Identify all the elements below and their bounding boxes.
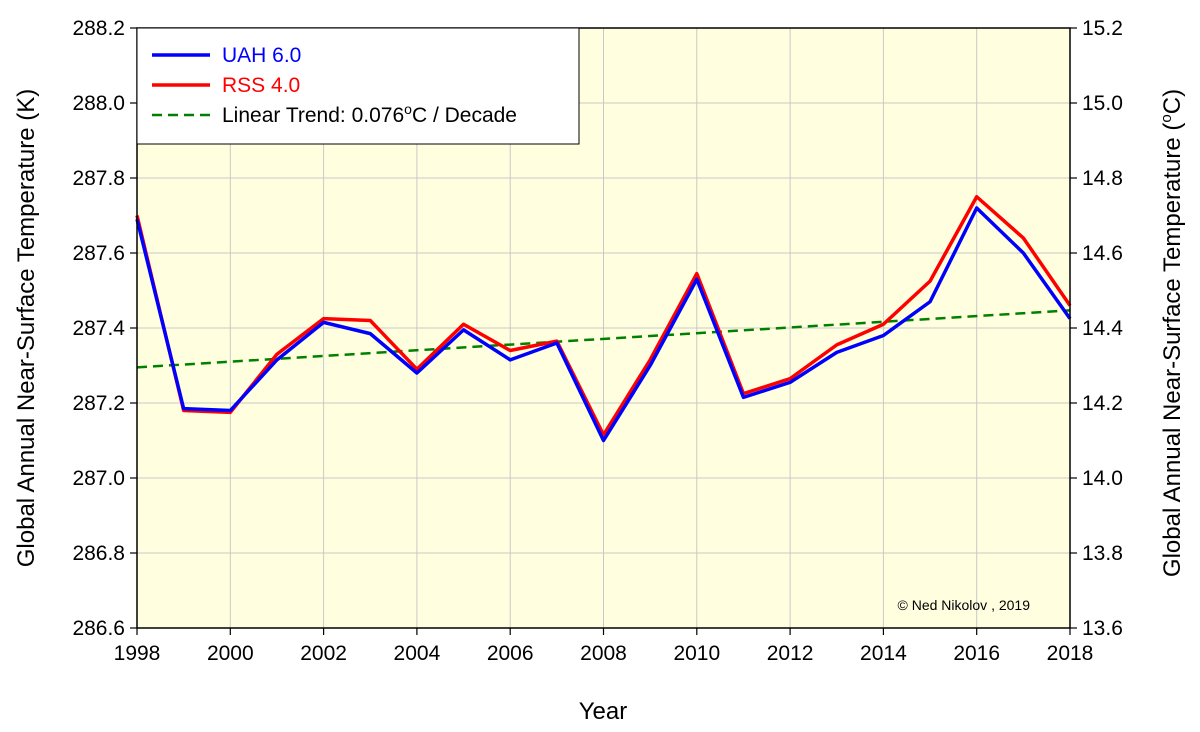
trend-line xyxy=(136,309,1071,369)
y-left-tick-label-5: 287.6 xyxy=(72,242,125,265)
y-right-tick-label-5: 14.6 xyxy=(1082,242,1123,265)
y-right-tick-label-2: 14.0 xyxy=(1082,467,1123,490)
series-line-rss-4-0 xyxy=(135,195,1072,437)
x-tick-label-8: 2014 xyxy=(860,642,907,665)
y-right-tick-label-7: 15.0 xyxy=(1082,92,1123,115)
legend-label-trend: Linear Trend: 0.076oC / Decade xyxy=(222,101,517,127)
series-layer xyxy=(135,195,1072,443)
y-right-tick-label-0: 13.6 xyxy=(1082,617,1123,640)
y-left-tick-label-3: 287.2 xyxy=(72,392,125,415)
y-left-tick-label-1: 286.8 xyxy=(72,542,125,565)
x-tick-label-6: 2010 xyxy=(673,642,720,665)
y-right-tick-label-4: 14.4 xyxy=(1082,317,1123,340)
x-tick-label-3: 2004 xyxy=(394,642,441,665)
y-right-tick-label-6: 14.8 xyxy=(1082,167,1123,190)
x-tick-label-9: 2016 xyxy=(953,642,1000,665)
y-axis-left-ticks: 286.6 286.8 287.0 287.2 287.4 287.6 287.8 288.0… xyxy=(72,17,137,640)
y-right-tick-label-1: 13.8 xyxy=(1082,542,1123,565)
y-left-tick-label-6: 287.8 xyxy=(72,167,125,190)
legend: UAH 6.0 RSS 4.0 Linear Trend: 0.076oC / … xyxy=(136,27,580,145)
x-tick-label-10: 2018 xyxy=(1047,642,1094,665)
y-left-tick-label-4: 287.4 xyxy=(72,317,125,340)
x-tick-label-2: 2002 xyxy=(300,642,347,665)
x-axis-ticks: 1998 2000 2002 2004 2006 2008 2010 2012 2014 2016… xyxy=(114,628,1094,665)
legend-label-uah: UAH 6.0 xyxy=(222,44,301,67)
legend-label-rss: RSS 4.0 xyxy=(222,74,300,97)
series-line-uah-6-0 xyxy=(135,206,1072,443)
legend-box xyxy=(136,27,580,145)
x-axis-title: Year xyxy=(579,698,628,725)
x-tick-label-5: 2008 xyxy=(580,642,627,665)
y-left-tick-label-2: 287.0 xyxy=(72,467,125,490)
x-tick-label-4: 2006 xyxy=(487,642,534,665)
y-left-tick-label-8: 288.2 xyxy=(72,17,125,40)
y-right-tick-label-3: 14.2 xyxy=(1082,392,1123,415)
copyright-annotation: © Ned Nikolov , 2019 xyxy=(898,597,1031,613)
x-tick-label-7: 2012 xyxy=(767,642,814,665)
y-axis-right-title: Global Annual Near-Surface Temperature (… xyxy=(1158,89,1186,577)
y-left-tick-label-7: 288.0 xyxy=(72,92,125,115)
y-axis-left-title: Global Annual Near-Surface Temperature (… xyxy=(13,89,40,567)
y-axis-right-ticks: 13.6 13.8 14.0 14.2 14.4 14.6 14.8 15.0 15.2 xyxy=(1070,17,1123,640)
y-right-tick-label-8: 15.2 xyxy=(1082,17,1123,40)
x-tick-label-1: 2000 xyxy=(207,642,254,665)
x-tick-label-0: 1998 xyxy=(114,642,161,665)
y-left-tick-label-0: 286.6 xyxy=(72,617,125,640)
